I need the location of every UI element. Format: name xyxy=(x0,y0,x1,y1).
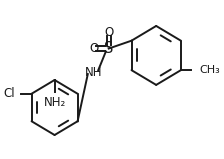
Text: O: O xyxy=(104,26,113,39)
Text: CH₃: CH₃ xyxy=(199,65,220,75)
Text: NH: NH xyxy=(85,66,102,79)
Text: Cl: Cl xyxy=(4,87,15,100)
Text: S: S xyxy=(104,41,113,56)
Text: NH₂: NH₂ xyxy=(43,96,66,109)
Text: O: O xyxy=(89,42,98,55)
